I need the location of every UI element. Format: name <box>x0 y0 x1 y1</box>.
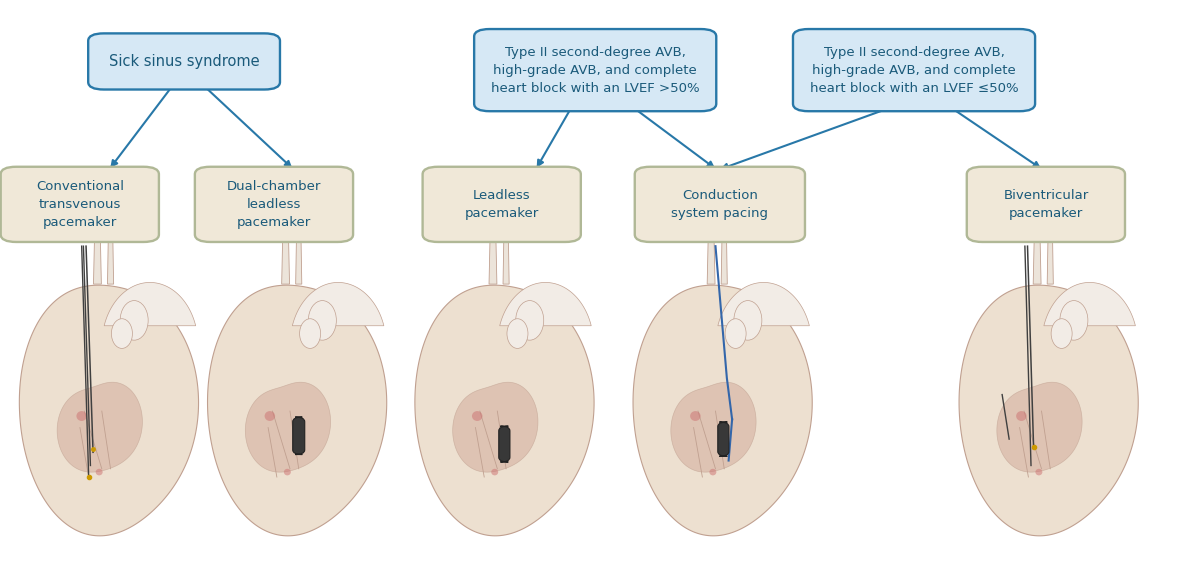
FancyBboxPatch shape <box>793 29 1036 111</box>
Ellipse shape <box>491 469 498 476</box>
Polygon shape <box>282 230 289 284</box>
Ellipse shape <box>308 300 336 340</box>
Polygon shape <box>1048 230 1054 284</box>
Text: Type II second-degree AVB,
high-grade AVB, and complete
heart block with an LVEF: Type II second-degree AVB, high-grade AV… <box>491 46 700 95</box>
Polygon shape <box>94 230 101 284</box>
Text: Type II second-degree AVB,
high-grade AVB, and complete
heart block with an LVEF: Type II second-degree AVB, high-grade AV… <box>810 46 1019 95</box>
Polygon shape <box>295 230 301 284</box>
Polygon shape <box>490 230 497 284</box>
Ellipse shape <box>1016 411 1027 421</box>
Polygon shape <box>108 230 114 284</box>
Ellipse shape <box>690 411 701 421</box>
FancyBboxPatch shape <box>499 426 510 462</box>
Ellipse shape <box>1051 319 1072 349</box>
Polygon shape <box>997 382 1082 472</box>
Ellipse shape <box>734 300 762 340</box>
Polygon shape <box>19 285 198 536</box>
Polygon shape <box>208 285 386 536</box>
Ellipse shape <box>472 411 482 421</box>
Polygon shape <box>707 230 715 284</box>
Polygon shape <box>1044 282 1135 326</box>
Polygon shape <box>1033 230 1042 284</box>
Ellipse shape <box>265 411 275 421</box>
Polygon shape <box>293 282 384 326</box>
FancyBboxPatch shape <box>194 167 353 242</box>
Ellipse shape <box>1060 300 1088 340</box>
Text: Sick sinus syndrome: Sick sinus syndrome <box>109 54 259 69</box>
FancyBboxPatch shape <box>967 167 1124 242</box>
Ellipse shape <box>284 469 290 476</box>
Ellipse shape <box>120 300 148 340</box>
Ellipse shape <box>725 319 746 349</box>
Polygon shape <box>718 282 809 326</box>
Polygon shape <box>503 230 509 284</box>
FancyBboxPatch shape <box>635 167 805 242</box>
Text: Leadless
pacemaker: Leadless pacemaker <box>464 189 539 220</box>
Polygon shape <box>499 282 592 326</box>
Polygon shape <box>452 382 538 472</box>
Ellipse shape <box>709 469 716 476</box>
FancyBboxPatch shape <box>422 167 581 242</box>
Ellipse shape <box>112 319 132 349</box>
FancyBboxPatch shape <box>1 167 158 242</box>
Text: Conduction
system pacing: Conduction system pacing <box>671 189 768 220</box>
Ellipse shape <box>96 469 103 476</box>
Polygon shape <box>58 382 143 472</box>
FancyBboxPatch shape <box>293 417 305 455</box>
Text: Biventricular
pacemaker: Biventricular pacemaker <box>1003 189 1088 220</box>
Ellipse shape <box>506 319 528 349</box>
FancyBboxPatch shape <box>88 34 280 89</box>
Polygon shape <box>959 285 1139 536</box>
Text: Conventional
transvenous
pacemaker: Conventional transvenous pacemaker <box>36 180 124 229</box>
FancyBboxPatch shape <box>474 29 716 111</box>
Ellipse shape <box>300 319 320 349</box>
Polygon shape <box>245 382 330 472</box>
Polygon shape <box>671 382 756 472</box>
Polygon shape <box>721 230 727 284</box>
Ellipse shape <box>77 411 86 421</box>
Ellipse shape <box>1036 469 1043 476</box>
Polygon shape <box>415 285 594 536</box>
Text: Dual-chamber
leadless
pacemaker: Dual-chamber leadless pacemaker <box>227 180 322 229</box>
Polygon shape <box>104 282 196 326</box>
Polygon shape <box>634 285 812 536</box>
Ellipse shape <box>516 300 544 340</box>
FancyBboxPatch shape <box>718 422 728 456</box>
